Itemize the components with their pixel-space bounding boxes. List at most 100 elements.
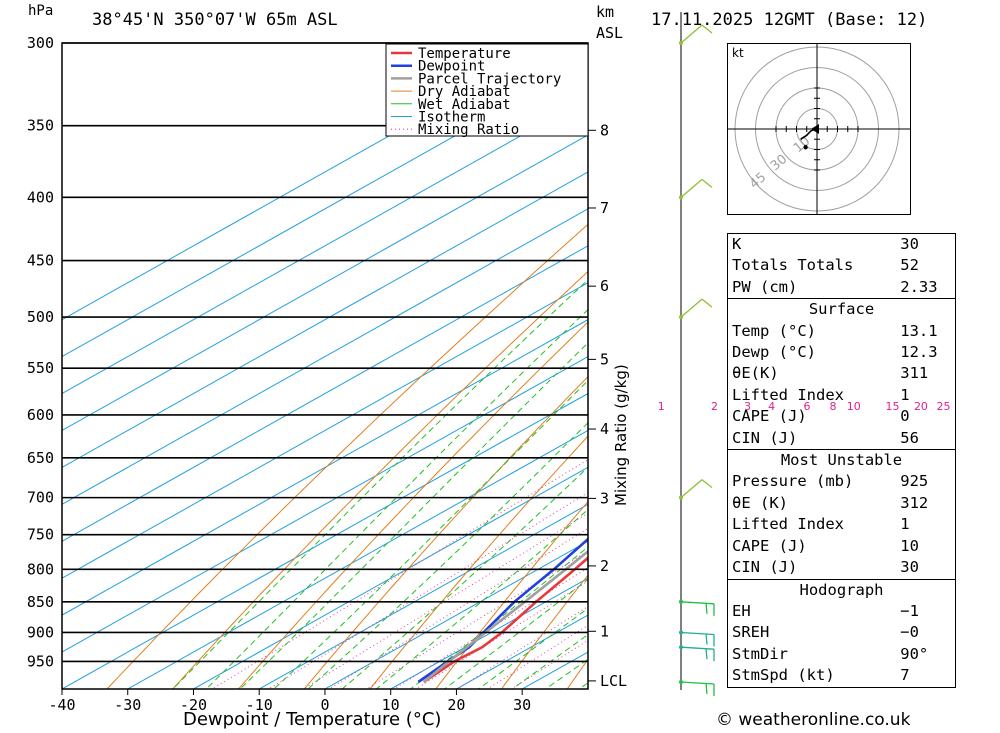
unstable-row: θE (K) 312 bbox=[728, 493, 956, 514]
pressure-tick-label: 450 bbox=[27, 252, 54, 270]
mixing-ratio-label: 8 bbox=[830, 400, 837, 413]
wind-barb bbox=[679, 479, 713, 500]
index-label: StmDir bbox=[732, 644, 788, 663]
x-tick-label: -20 bbox=[180, 696, 207, 714]
index-label: EH bbox=[732, 601, 751, 620]
index-value: 10 bbox=[900, 536, 919, 555]
index-label: Lifted Index bbox=[732, 515, 844, 534]
pressure-tick-label: 700 bbox=[27, 489, 54, 507]
wet-adiabat-line bbox=[443, 578, 588, 689]
pressure-tick-label: 500 bbox=[27, 308, 54, 326]
index-row: Totals Totals 52 bbox=[728, 255, 956, 276]
wet-adiabat-line bbox=[239, 342, 588, 689]
index-label: Lifted Index bbox=[732, 385, 844, 404]
x-tick-label: 30 bbox=[513, 696, 531, 714]
hodo-row: StmDir 90° bbox=[728, 644, 956, 665]
asl-unit-label: ASL bbox=[596, 24, 624, 42]
series-temperature bbox=[422, 556, 588, 684]
isotherm-line bbox=[192, 466, 588, 689]
section-title: Surface bbox=[727, 298, 956, 321]
index-value: 311 bbox=[900, 364, 929, 383]
mixing-ratio-line bbox=[211, 459, 588, 689]
index-label: θE (K) bbox=[732, 493, 788, 512]
mixing-ratio-label: 6 bbox=[804, 400, 811, 413]
mixing-ratio-label: 4 bbox=[768, 400, 775, 413]
index-label: CIN (J) bbox=[732, 428, 798, 447]
index-label: CIN (J) bbox=[732, 558, 798, 577]
km-tick-label: 3 bbox=[600, 489, 609, 507]
isotherm-line bbox=[62, 355, 588, 653]
isotherm-line bbox=[62, 392, 588, 689]
index-label: SREH bbox=[732, 623, 770, 642]
index-value: −0 bbox=[900, 623, 919, 642]
isotherm-line bbox=[126, 429, 588, 689]
unstable-row: Pressure (mb) 925 bbox=[728, 471, 956, 492]
x-tick-label: 20 bbox=[447, 696, 465, 714]
index-label: Temp (°C) bbox=[732, 321, 816, 340]
index-label: PW (cm) bbox=[732, 277, 798, 296]
index-row: PW (cm) 2.33 bbox=[728, 277, 956, 299]
section-header: Hodograph bbox=[727, 578, 956, 601]
pressure-tick-label: 300 bbox=[27, 34, 54, 52]
mixing-ratio-label: 15 bbox=[886, 400, 900, 413]
index-value: 90° bbox=[900, 644, 929, 663]
wind-barb bbox=[679, 24, 713, 45]
unstable-row: Lifted Index 1 bbox=[728, 514, 956, 535]
dry-adiabat-line bbox=[500, 574, 588, 689]
x-tick-label: -10 bbox=[246, 696, 273, 714]
mixing-ratio-axis-label: Mixing Ratio (g/kg) bbox=[612, 364, 630, 506]
mixing-ratio-label: 2 bbox=[711, 400, 718, 413]
pressure-tick-label: 900 bbox=[27, 623, 54, 641]
index-label: CAPE (J) bbox=[732, 536, 807, 555]
location-title: 38°45'N 350°07'W 65m ASL bbox=[92, 10, 338, 30]
mixing-ratio-label: 1 bbox=[658, 400, 665, 413]
index-label: K bbox=[732, 235, 742, 253]
surface-row: Temp (°C) 13.1 bbox=[728, 321, 956, 342]
km-unit-label: km bbox=[596, 3, 615, 21]
isotherm-line bbox=[62, 319, 588, 616]
wet-adiabat-line bbox=[307, 421, 588, 689]
legend-entry: Dry Adiabat bbox=[418, 84, 511, 100]
legend-entry: Temperature bbox=[418, 46, 511, 62]
km-tick-label: 8 bbox=[600, 121, 609, 139]
km-tick-label: 6 bbox=[600, 277, 609, 295]
km-tick-label: 4 bbox=[600, 420, 609, 438]
dry-adiabat-line bbox=[237, 321, 588, 689]
legend-entry: Wet Adiabat bbox=[418, 97, 511, 113]
dry-adiabat-line bbox=[106, 223, 588, 689]
pressure-tick-label: 550 bbox=[27, 359, 54, 377]
pressure-tick-label: 350 bbox=[27, 117, 54, 135]
x-tick-label: -40 bbox=[48, 696, 75, 714]
pressure-tick-label: 400 bbox=[27, 188, 54, 206]
dry-adiabat-line bbox=[172, 270, 588, 689]
wind-barb bbox=[679, 679, 715, 696]
legend-entry: Parcel Trajectory bbox=[418, 71, 561, 87]
index-label: Totals Totals bbox=[732, 256, 854, 275]
index-value: −1 bbox=[900, 601, 919, 620]
wind-barb bbox=[679, 298, 713, 320]
hodograph-point bbox=[803, 145, 808, 150]
isotherm-line bbox=[62, 134, 588, 432]
index-value: 1 bbox=[900, 385, 910, 404]
legend-entry: Mixing Ratio bbox=[418, 122, 519, 138]
hodo-row: StmSpd (kt) 7 bbox=[728, 665, 956, 687]
wet-adiabat-line bbox=[511, 633, 588, 689]
pressure-tick-label: 800 bbox=[27, 560, 54, 578]
section-title: Hodograph bbox=[727, 578, 956, 601]
surface-row: Lifted Index 1 bbox=[728, 385, 956, 406]
surface-row: CIN (J) 56 bbox=[728, 428, 956, 450]
legend-entry: Isotherm bbox=[418, 110, 485, 126]
unstable-row: CIN (J) 30 bbox=[728, 557, 956, 579]
index-label: θE(K) bbox=[732, 364, 779, 383]
isotherm-line bbox=[62, 208, 588, 505]
plot-area bbox=[62, 43, 588, 689]
wet-adiabat-line bbox=[409, 546, 588, 689]
wind-barb-column bbox=[679, 12, 715, 696]
indices-table: K 30 Totals Totals 52 PW (cm) 2.33 Surface Temp… bbox=[727, 233, 956, 688]
index-value: 1 bbox=[900, 515, 910, 534]
wind-barb bbox=[679, 599, 715, 616]
legend-entry: Dewpoint bbox=[418, 59, 485, 75]
